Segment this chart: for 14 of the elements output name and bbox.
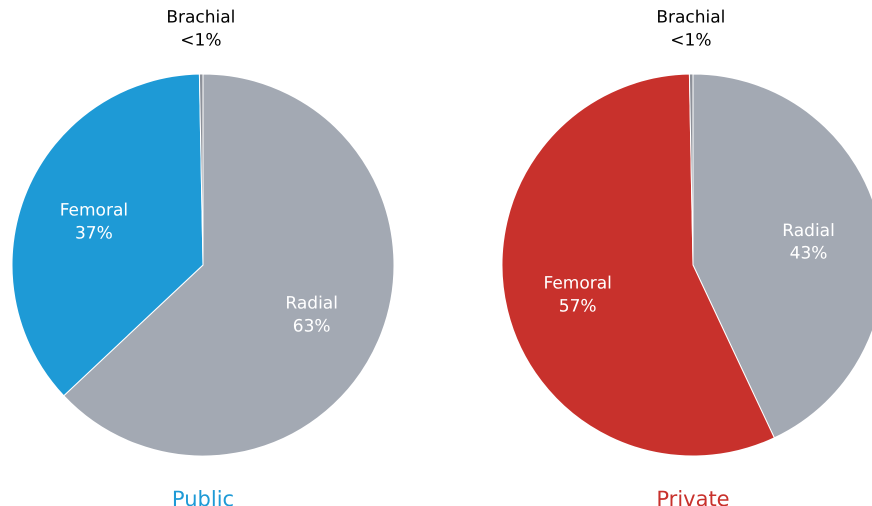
slice-label: Radial [782, 220, 835, 241]
slice-label: Radial [285, 294, 338, 314]
slice-label: Femoral [60, 200, 128, 221]
data-label: 57% [558, 296, 597, 316]
text: Public [172, 487, 234, 506]
data-label: 63% [292, 316, 331, 337]
data-label: 43% [790, 244, 828, 264]
slice-label: Brachial [166, 8, 236, 28]
slice-label: Brachial [656, 8, 726, 28]
data-label: <1% [670, 30, 712, 51]
data-label: <1% [180, 30, 222, 51]
text: Private [656, 487, 730, 506]
slice-label: Femoral [543, 274, 612, 294]
data-label: 37% [74, 224, 113, 244]
